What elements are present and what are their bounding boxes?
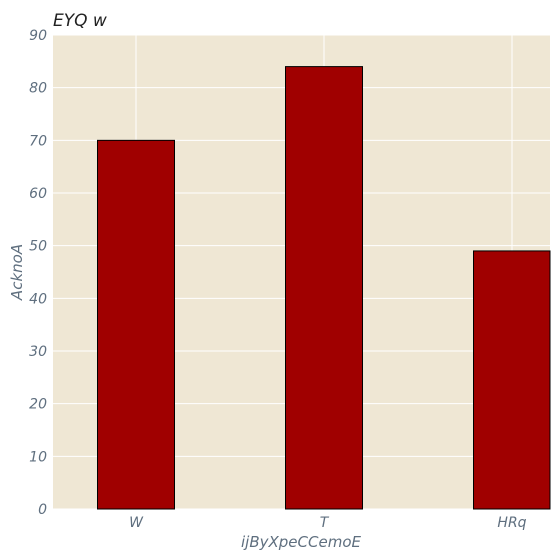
x-tick-label: HRq (497, 515, 526, 531)
x-axis-label: ijByXpeCCemoE (241, 533, 361, 551)
y-tick-label: 60 (29, 186, 47, 202)
x-tick-label: W (129, 515, 144, 531)
y-tick-label: 10 (29, 449, 47, 465)
x-tick-label: T (320, 515, 330, 531)
y-tick-label: 90 (29, 28, 47, 44)
y-axis-label: AcknoA (8, 244, 26, 301)
y-tick-label: 30 (29, 344, 47, 360)
y-tick-labels: 0 10 20 30 40 50 60 70 80 90 (29, 28, 47, 518)
bars-layer (97, 66, 551, 510)
chart-title: EYQ w (53, 11, 107, 31)
y-tick-label: 70 (29, 133, 47, 149)
bar-t (285, 66, 363, 510)
y-tick-label: 40 (29, 291, 47, 307)
x-tick-labels: W T HRq (129, 515, 527, 531)
bar-hrq (473, 250, 551, 510)
y-tick-label: 0 (38, 502, 47, 518)
y-tick-label: 80 (29, 81, 47, 97)
y-tick-label: 20 (29, 397, 47, 413)
bar-w (97, 139, 175, 510)
y-tick-label: 50 (29, 239, 47, 255)
